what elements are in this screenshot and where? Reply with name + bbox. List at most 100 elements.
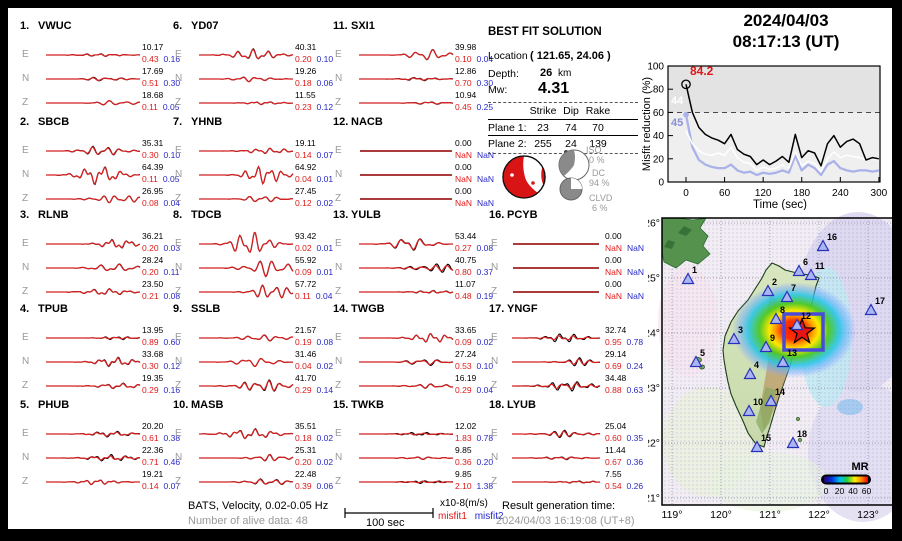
station-number: 16. [489,209,505,221]
misfit2-value: NaN [477,174,495,184]
colorbar-tick: 40 [848,486,858,496]
map-station-number: 15 [761,433,771,443]
misfit-x-tick: 120 [755,188,772,199]
dc-label: DC [592,168,605,178]
trace-row-z: Z 11.55 0.23 0.12 [173,90,341,116]
plane2-dip: 24 [565,138,577,150]
station-header: 15. TWKB [333,399,384,411]
trace-row-z: Z 0.00 NaN NaN [489,279,657,305]
divider [488,119,638,120]
map-station-number: 8 [780,305,785,315]
misfit2-value: 0.30 [163,78,181,88]
peak-amplitude-value: 19.26 [295,66,317,76]
waveform-trace [46,356,141,368]
trace-row-z: Z 16.19 0.29 0.04 [333,373,501,399]
misfit1-value: 0.95 [605,337,622,347]
misfit-values: 0.08 0.04 [142,198,180,208]
station-header: 10. MASB [173,399,223,411]
iso-label: ISO [586,145,602,155]
misfit2-value: 0.04 [476,54,494,64]
peak-amplitude-value: 27.24 [455,349,477,359]
peak-amplitude-value: 0.00 [455,138,472,148]
misfit1-value: NaN [605,267,623,277]
misfit-values: 0.60 0.35 [605,433,643,443]
trace-row-n: N 25.31 0.20 0.02 [173,445,341,471]
plane1-dip: 74 [565,122,577,134]
misfit-values: 0.30 0.10 [142,150,180,160]
station-number: 4. [20,303,30,315]
trace-row-z: Z 9.85 2.10 1.38 [333,469,501,495]
station-header: 2. SBCB [20,116,69,128]
channel-label: Z [175,97,182,108]
misfit2-value: 0.03 [163,243,181,253]
map-station-number: 16 [827,232,837,242]
map-station-number: 11 [815,261,825,271]
peak-amplitude-value: 7.55 [605,469,622,479]
misfit2-value: 0.10 [316,54,334,64]
channel-label: N [335,73,343,84]
misfit2-value: 0.24 [626,361,644,371]
map-lon-tick: 119° [662,509,683,521]
map-station-number: 12 [801,311,811,321]
col-header-rake: Rake [585,105,611,117]
misfit1-value: 0.09 [295,267,312,277]
station-header: 12. NACB [333,116,383,128]
misfit-values: 0.45 0.25 [455,102,493,112]
peak-amplitude-value: 35.51 [295,421,317,431]
channel-label: N [491,262,499,273]
map-station-number: 6 [803,257,808,267]
map-station-number: 13 [787,348,797,358]
misfit-values: 0.29 0.14 [295,385,333,395]
peak-amplitude-value: 26.95 [142,186,164,196]
misfit1-value: 0.69 [605,361,622,371]
iso-percent: 0 % [589,155,605,165]
waveform-trace [360,150,452,152]
divider [488,135,638,136]
misfit2-value: 0.04 [163,198,181,208]
misfit2-value: 0.01 [316,174,334,184]
misfit-values: 0.23 0.12 [295,102,333,112]
misfit-values: 0.43 0.16 [142,54,180,64]
misfit-values: 0.29 0.04 [455,385,493,395]
peak-amplitude-value: 21.57 [295,325,317,335]
trace-row-e: E 53.44 0.27 0.08 [333,231,501,257]
beachball-outline [502,155,546,199]
misfit-values: 0.19 0.08 [295,337,333,347]
station-number: 14. [333,303,349,315]
waveform-trace [513,267,599,269]
peak-amplitude-value: 20.20 [142,421,164,431]
waveform-trace [46,430,141,438]
station-number: 8. [173,209,183,221]
peak-amplitude-value: 29.14 [605,349,627,359]
trace-row-n: N 11.44 0.67 0.36 [489,445,657,471]
trace-row-z: Z 22.48 0.39 0.06 [173,469,341,495]
misfit1-value: 0.19 [295,337,312,347]
misfit-x-tick: 240 [832,188,849,199]
map-station-16: 16 [816,232,837,252]
waveform-trace [359,77,454,82]
china-coast-landmass [661,217,711,269]
misfit2-value: 0.05 [162,174,180,184]
trace-row-e: E 93.42 0.02 0.01 [173,231,341,257]
misfit-values: 2.10 1.38 [455,481,493,491]
trace-row-n: N 55.92 0.09 0.01 [173,255,341,281]
trace-row-e: E 35.51 0.18 0.02 [173,421,341,447]
misfit-reduction-plot: 0 20 40 60 80 100 0 60 120 180 240 300 84.2 44 45 Misfi… [641,62,888,211]
misfit2-value: 0.05 [162,102,180,112]
misfit1-value: 0.23 [295,102,312,112]
misfit1-value: 0.43 [142,54,159,64]
plane2-strike: 255 [534,138,552,150]
result-time-value: 2024/04/03 16:19:08 (UT+8) [496,515,635,527]
trace-row-n: N 9.85 0.36 0.20 [333,445,501,471]
misfit-y-tick: 100 [647,62,664,73]
channel-label: E [491,428,498,439]
channel-label: Z [491,380,498,391]
station-code: YHNB [191,116,223,128]
misfit-x-tick: 180 [793,188,810,199]
misfit-values: 0.39 0.06 [295,481,333,491]
channel-label: Z [335,193,342,204]
station-block-yd07: 6. YD07 E 40.31 0.20 0.10 N 19.26 0.18 0.06 Z 11.55… [173,20,341,116]
misfit1-value: 1.83 [455,433,472,443]
misfit-values: 0.89 0.60 [142,337,180,347]
peak-amplitude-value: 36.21 [142,231,164,241]
